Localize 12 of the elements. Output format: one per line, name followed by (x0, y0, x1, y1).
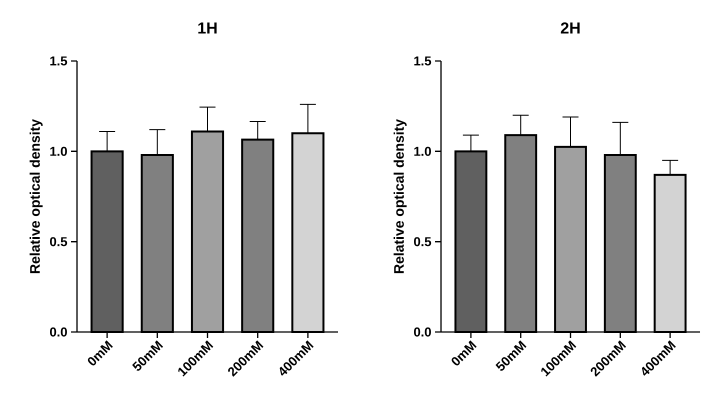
y-tick-label: 1.0 (50, 146, 67, 156)
y-tick-label: 1.0 (414, 146, 431, 156)
y-axis-title: Relative optical density (394, 119, 407, 274)
y-tick-label: 1.5 (414, 56, 432, 66)
y-axis-title: Relative optical density (30, 119, 43, 274)
y-tick-label: 0.0 (50, 327, 67, 337)
y-tick-label: 0.5 (50, 237, 68, 246)
y-tick-label: 0.5 (414, 237, 432, 246)
y-tick-label: 1.5 (50, 56, 68, 66)
chart-title: 1H (198, 22, 217, 34)
chart-title: 2H (560, 22, 580, 34)
y-tick-label: 0.0 (414, 327, 431, 337)
